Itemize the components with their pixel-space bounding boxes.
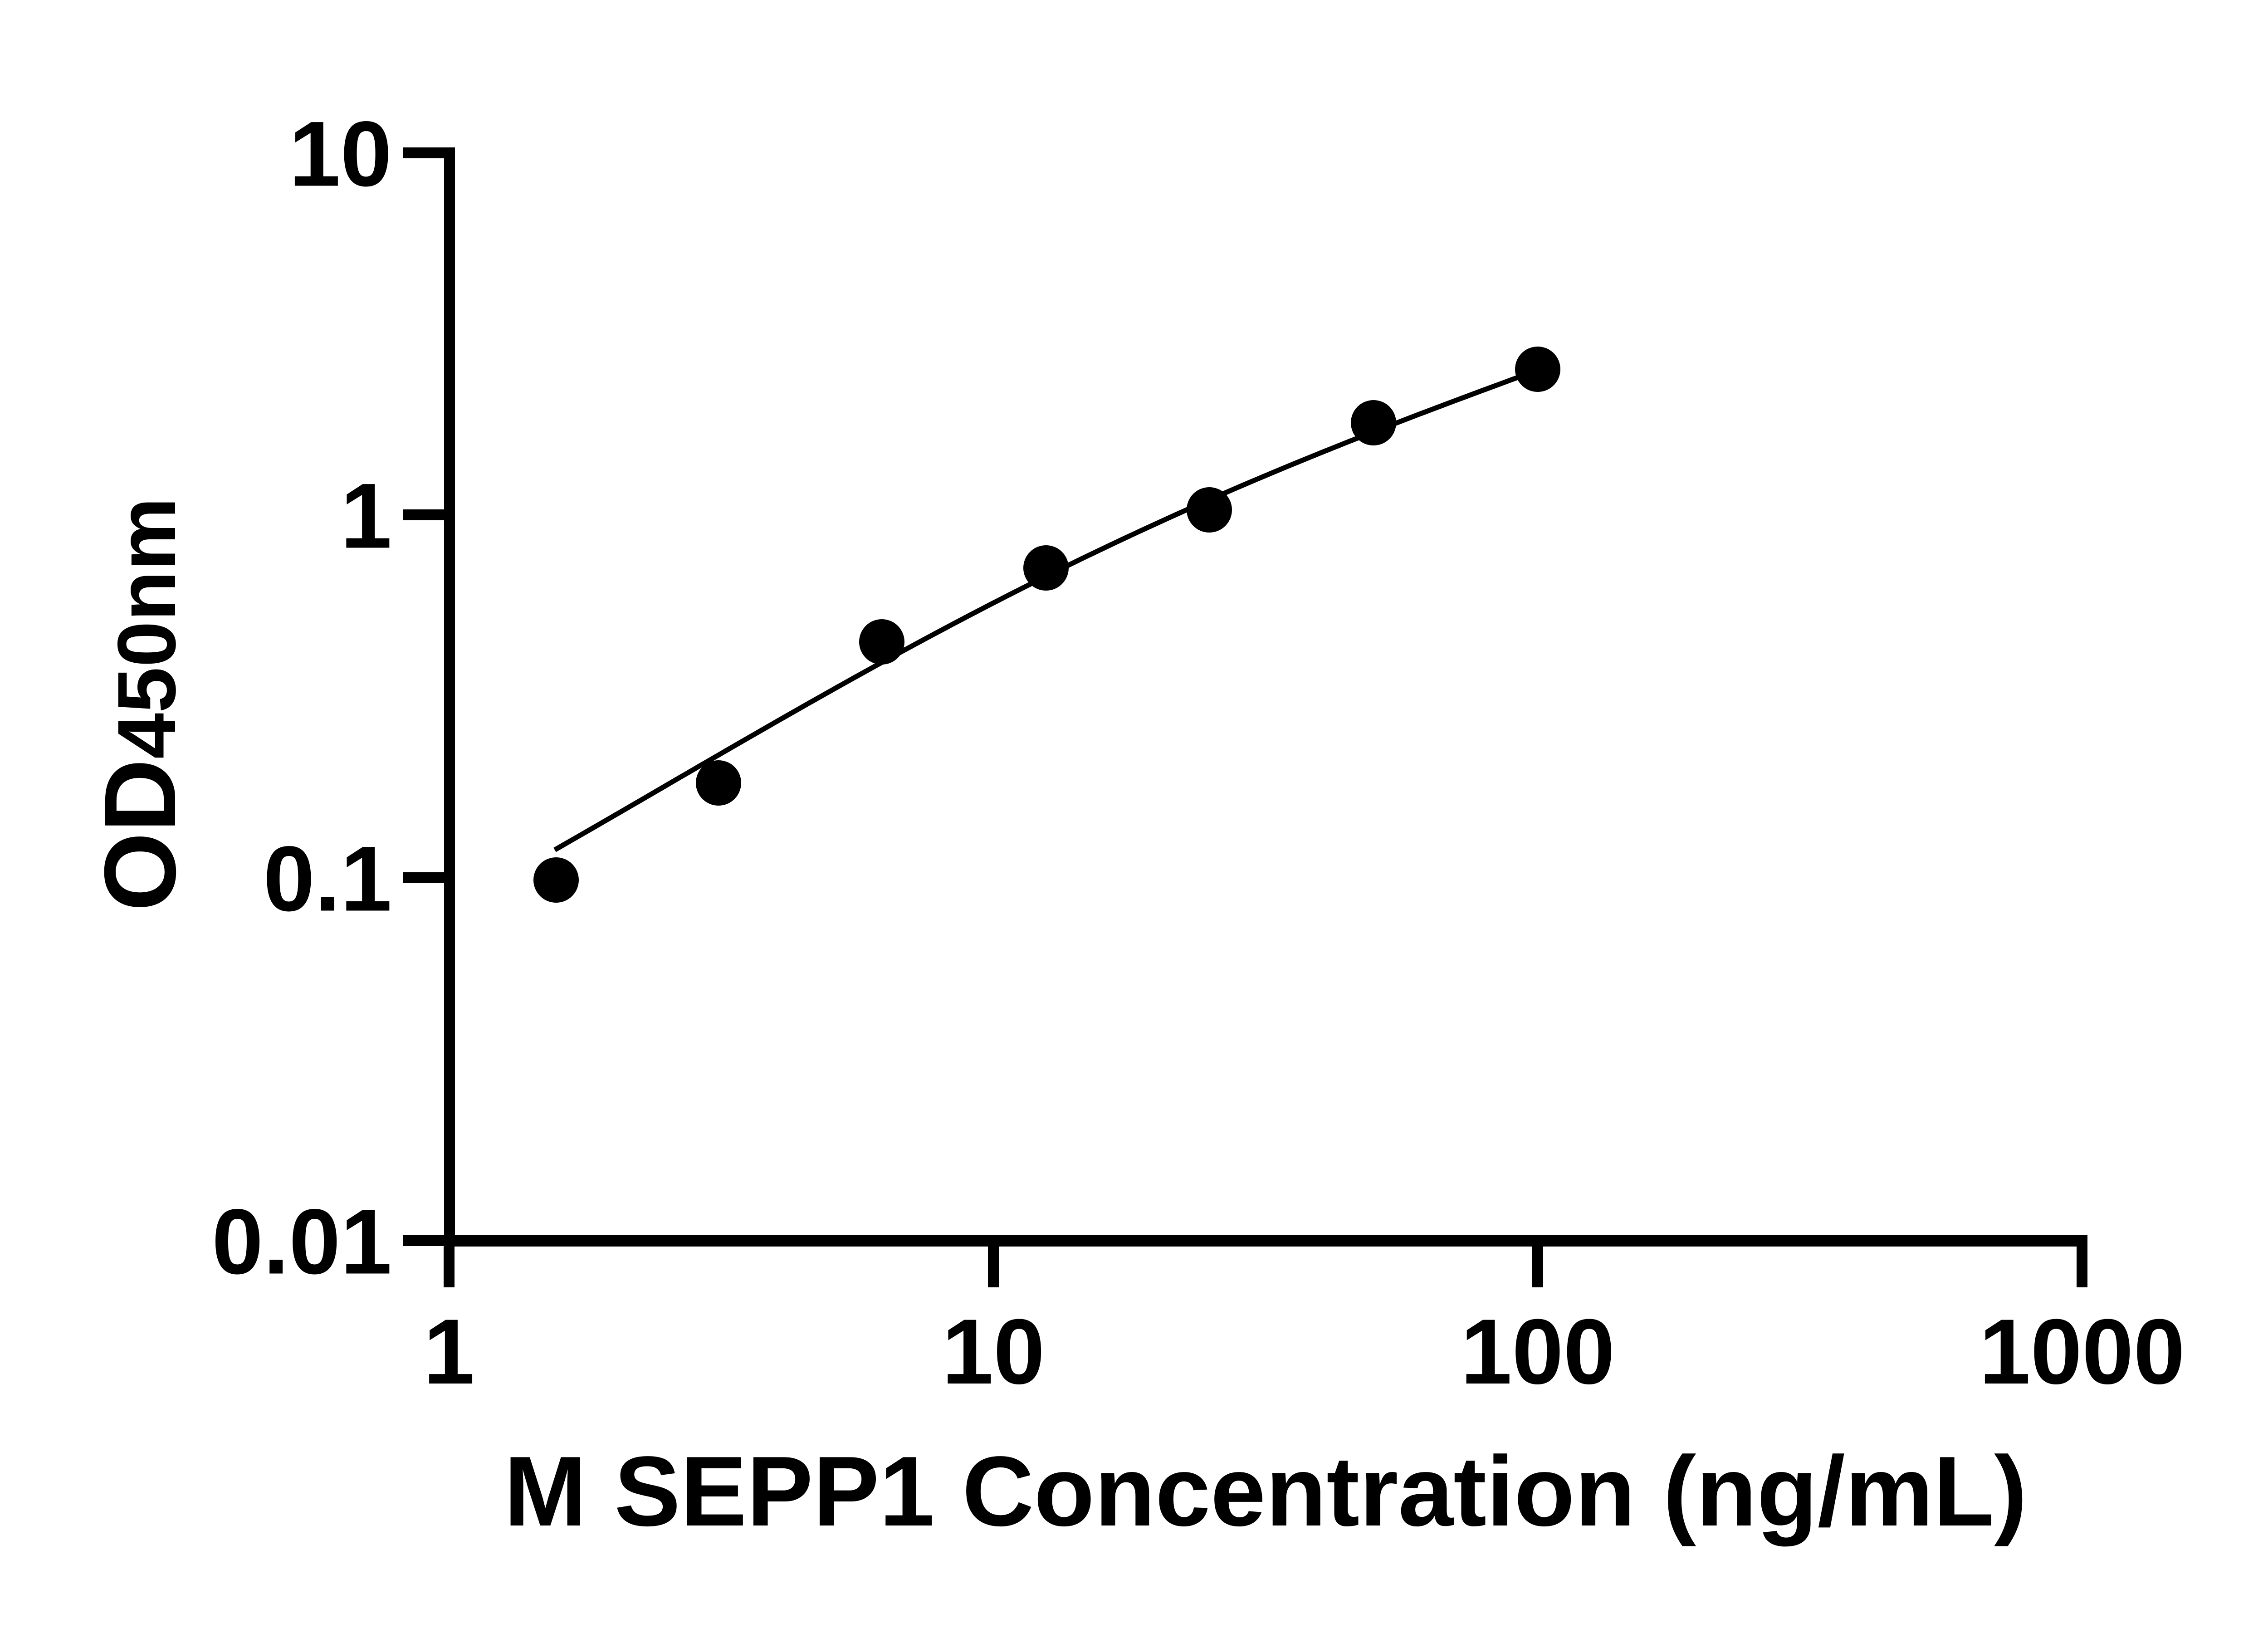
svg-text:100: 100 — [1461, 1300, 1615, 1403]
svg-text:0.01: 0.01 — [212, 1190, 392, 1294]
svg-text:1000: 1000 — [1979, 1300, 2185, 1403]
svg-text:1: 1 — [423, 1300, 474, 1403]
svg-text:1: 1 — [341, 464, 392, 568]
svg-text:0.1: 0.1 — [263, 827, 392, 931]
svg-text:M SEPP1 Concentration (ng/mL): M SEPP1 Concentration (ng/mL) — [504, 1436, 2027, 1547]
svg-text:OD450nm: OD450nm — [83, 497, 197, 911]
svg-text:10: 10 — [289, 103, 392, 206]
svg-text:10: 10 — [942, 1300, 1045, 1403]
